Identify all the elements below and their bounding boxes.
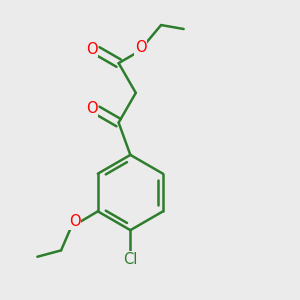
Text: Cl: Cl — [123, 252, 138, 267]
Text: O: O — [86, 101, 97, 116]
Text: O: O — [86, 42, 97, 57]
Text: O: O — [69, 214, 81, 230]
Text: O: O — [135, 40, 146, 55]
